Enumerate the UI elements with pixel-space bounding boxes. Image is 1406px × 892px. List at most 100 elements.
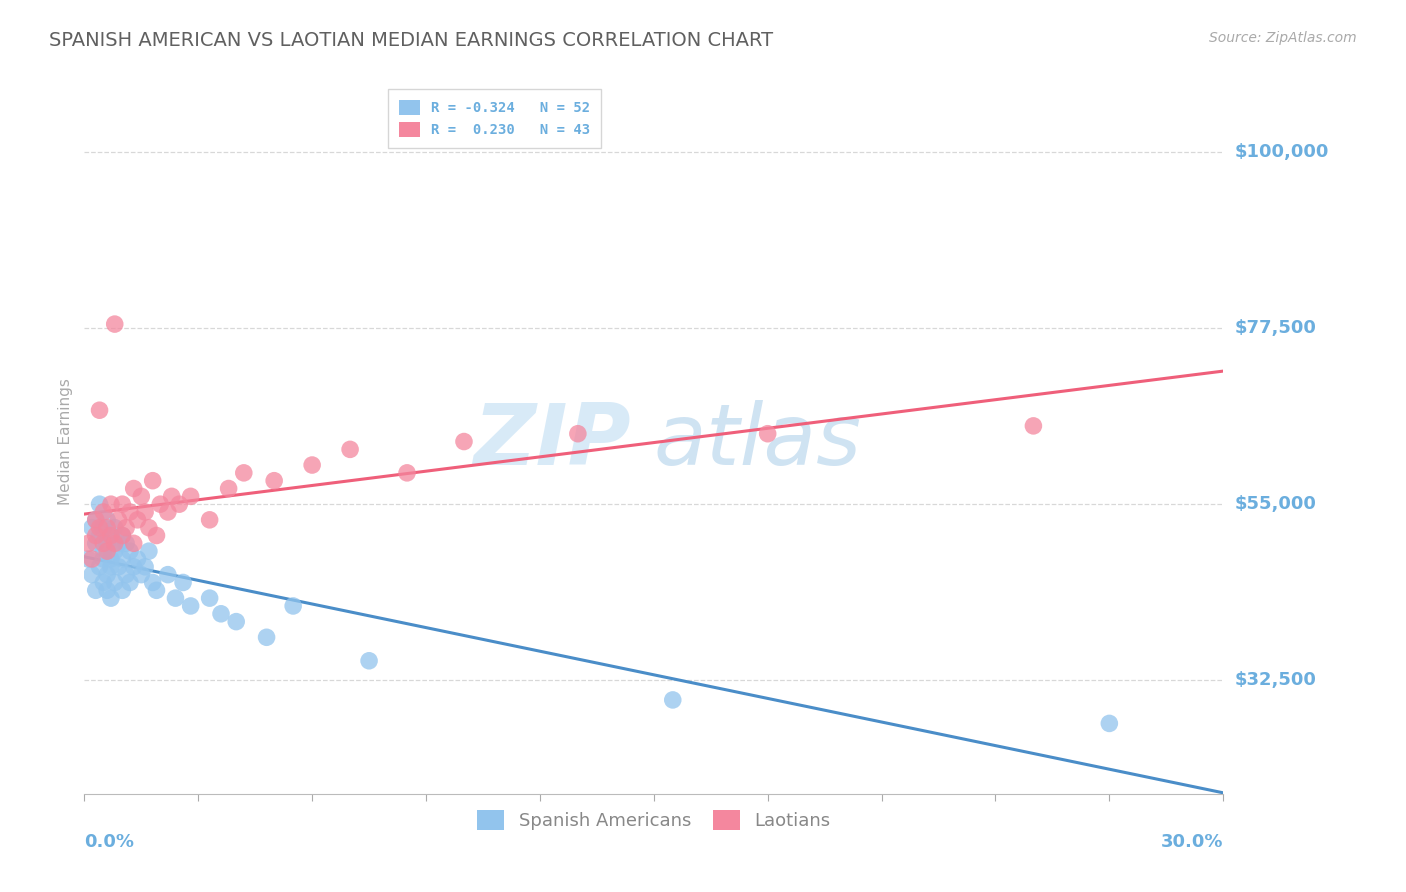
- Text: $32,500: $32,500: [1234, 672, 1316, 690]
- Point: [111, 583, 134, 598]
- Point: [100, 552, 122, 566]
- Point: [1098, 716, 1121, 731]
- Point: [115, 567, 138, 582]
- Point: [84, 513, 107, 527]
- Point: [756, 426, 779, 441]
- Y-axis label: Median Earnings: Median Earnings: [58, 378, 73, 505]
- Point: [283, 599, 305, 613]
- Point: [198, 591, 221, 606]
- Point: [107, 513, 129, 527]
- Point: [122, 559, 145, 574]
- Point: [107, 536, 129, 550]
- Point: [115, 521, 138, 535]
- Point: [218, 482, 240, 496]
- Point: [209, 607, 232, 621]
- Point: [93, 575, 115, 590]
- Text: atlas: atlas: [654, 400, 862, 483]
- Point: [145, 528, 167, 542]
- Text: $100,000: $100,000: [1234, 143, 1329, 161]
- Point: [156, 505, 179, 519]
- Point: [93, 521, 115, 535]
- Point: [96, 583, 118, 598]
- Point: [111, 497, 134, 511]
- Point: [107, 559, 129, 574]
- Text: $77,500: $77,500: [1234, 319, 1316, 337]
- Text: ZIP: ZIP: [474, 400, 631, 483]
- Point: [100, 559, 122, 574]
- Point: [89, 559, 111, 574]
- Point: [396, 466, 419, 480]
- Point: [84, 513, 107, 527]
- Point: [172, 575, 194, 590]
- Point: [80, 521, 103, 535]
- Point: [127, 513, 149, 527]
- Point: [100, 497, 122, 511]
- Point: [118, 544, 141, 558]
- Point: [138, 521, 160, 535]
- Point: [359, 654, 381, 668]
- Point: [256, 630, 278, 644]
- Text: Source: ZipAtlas.com: Source: ZipAtlas.com: [1209, 31, 1357, 45]
- Point: [111, 528, 134, 542]
- Point: [96, 544, 118, 558]
- Point: [127, 552, 149, 566]
- Point: [100, 528, 122, 542]
- Point: [169, 497, 191, 511]
- Point: [80, 567, 103, 582]
- Point: [301, 458, 323, 472]
- Point: [104, 544, 127, 558]
- Point: [156, 567, 179, 582]
- Text: 30.0%: 30.0%: [1161, 833, 1223, 851]
- Point: [118, 505, 141, 519]
- Point: [77, 536, 100, 550]
- Point: [134, 559, 156, 574]
- Point: [89, 403, 111, 417]
- Point: [122, 482, 145, 496]
- Point: [93, 552, 115, 566]
- Text: 0.0%: 0.0%: [84, 833, 135, 851]
- Point: [142, 575, 165, 590]
- Point: [93, 536, 115, 550]
- Point: [453, 434, 475, 449]
- Point: [339, 442, 361, 457]
- Point: [89, 528, 111, 542]
- Point: [96, 567, 118, 582]
- Point: [96, 521, 118, 535]
- Point: [225, 615, 247, 629]
- Point: [111, 552, 134, 566]
- Point: [142, 474, 165, 488]
- Point: [93, 505, 115, 519]
- Point: [100, 528, 122, 542]
- Point: [263, 474, 285, 488]
- Point: [115, 536, 138, 550]
- Point: [198, 513, 221, 527]
- Text: SPANISH AMERICAN VS LAOTIAN MEDIAN EARNINGS CORRELATION CHART: SPANISH AMERICAN VS LAOTIAN MEDIAN EARNI…: [49, 31, 773, 50]
- Point: [1022, 418, 1045, 433]
- Point: [84, 528, 107, 542]
- Point: [93, 544, 115, 558]
- Point: [89, 497, 111, 511]
- Point: [104, 521, 127, 535]
- Legend: Spanish Americans, Laotians: Spanish Americans, Laotians: [463, 796, 845, 845]
- Point: [104, 317, 127, 331]
- Point: [232, 466, 254, 480]
- Point: [180, 599, 202, 613]
- Point: [104, 575, 127, 590]
- Point: [149, 497, 172, 511]
- Point: [100, 591, 122, 606]
- Point: [77, 552, 100, 566]
- Point: [131, 567, 153, 582]
- Text: $55,000: $55,000: [1234, 495, 1316, 513]
- Point: [145, 583, 167, 598]
- Point: [122, 536, 145, 550]
- Point: [89, 521, 111, 535]
- Point: [111, 528, 134, 542]
- Point: [118, 575, 141, 590]
- Point: [96, 536, 118, 550]
- Point: [80, 552, 103, 566]
- Point: [96, 513, 118, 527]
- Point: [84, 536, 107, 550]
- Point: [84, 583, 107, 598]
- Point: [165, 591, 187, 606]
- Point: [567, 426, 589, 441]
